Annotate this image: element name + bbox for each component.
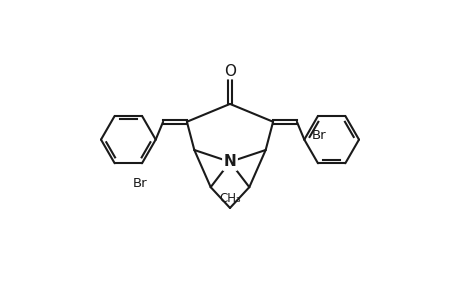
- Text: CH₃: CH₃: [218, 192, 241, 205]
- Text: Br: Br: [133, 177, 147, 190]
- Text: Br: Br: [312, 129, 326, 142]
- Text: O: O: [224, 64, 235, 79]
- Text: N: N: [223, 154, 236, 169]
